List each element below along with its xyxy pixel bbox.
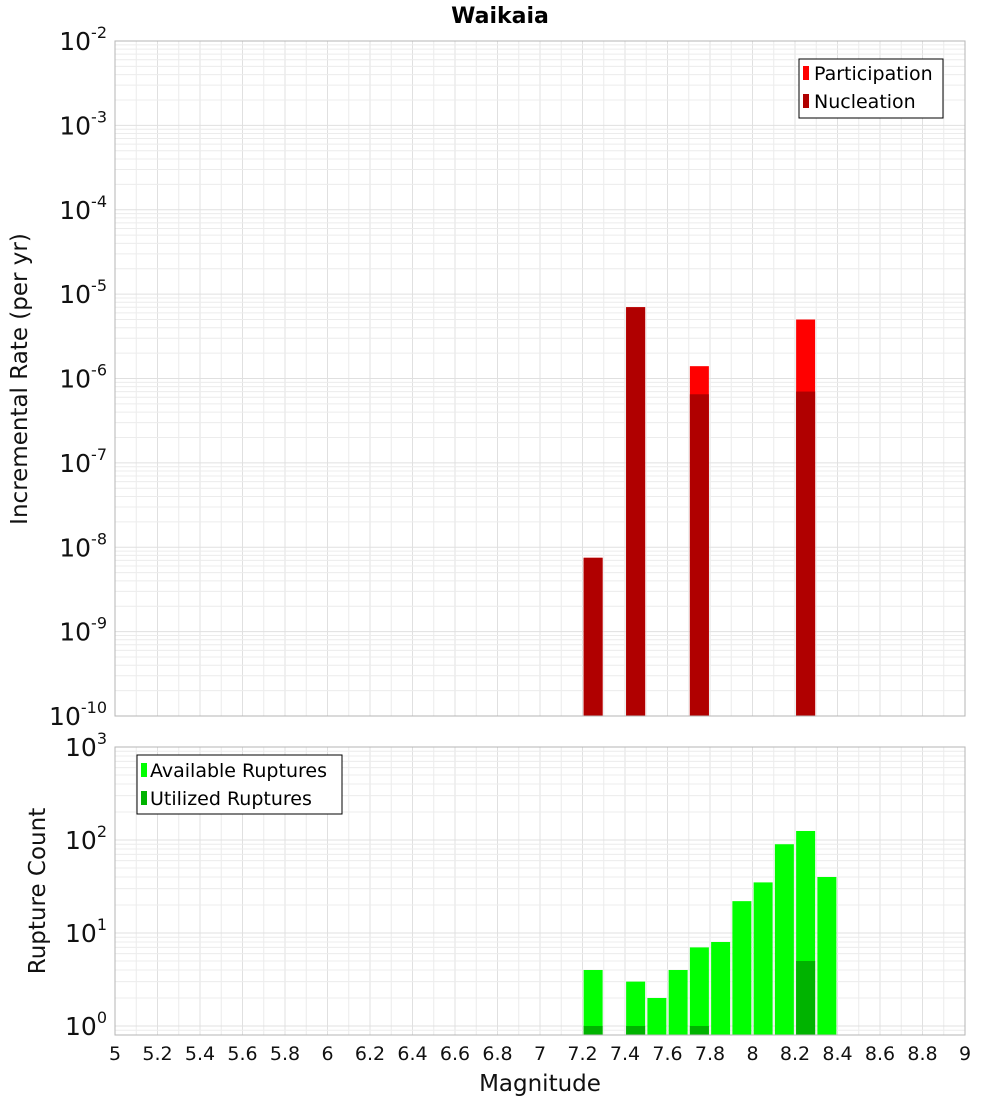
legend-swatch-utilized-ruptures (141, 791, 147, 805)
count-bar-available-ruptures (626, 981, 646, 1035)
count-y-tick-label: 100 (65, 1008, 107, 1041)
count-y-tick-label: 102 (65, 822, 107, 855)
count-bar-available-ruptures (774, 844, 794, 1035)
x-tick-label: 7.2 (567, 1043, 597, 1065)
count-bar-available-ruptures (711, 942, 731, 1035)
legend-swatch-nucleation (803, 94, 809, 108)
count-legend: Available Ruptures Utilized Ruptures (136, 754, 343, 815)
x-tick-label: 6.2 (355, 1043, 385, 1065)
count-bar-utilized-ruptures (689, 1025, 709, 1035)
x-tick-label: 7.6 (652, 1043, 682, 1065)
x-tick-label: 7.4 (610, 1043, 640, 1065)
legend-label-available-ruptures: Available Ruptures (150, 760, 327, 782)
rate-panel-grid (114, 41, 966, 717)
rate-legend: Participation Nucleation (798, 58, 944, 119)
count-bar-available-ruptures (732, 901, 752, 1035)
x-tick-label: 7.8 (695, 1043, 725, 1065)
x-tick-label: 6 (321, 1043, 333, 1065)
rate-bar-nucleation (796, 391, 816, 716)
chart-title: Waikaia (451, 4, 549, 29)
legend-label-nucleation: Nucleation (814, 91, 916, 113)
count-y-tick-labels: 103 102 101 100 (65, 729, 107, 1041)
rate-bar-nucleation (689, 394, 709, 716)
count-bar-available-ruptures (689, 947, 709, 1035)
rate-y-axis-label: Incremental Rate (per yr) (7, 233, 33, 525)
x-tick-label: 6.6 (440, 1043, 470, 1065)
x-tick-label: 5.2 (142, 1043, 172, 1065)
x-tick-label: 5.4 (185, 1043, 215, 1065)
count-y-tick-label: 103 (65, 729, 107, 762)
rate-y-tick-label: 10-10 (49, 698, 107, 731)
legend-label-utilized-ruptures: Utilized Ruptures (150, 788, 312, 810)
rate-legend-box (798, 58, 944, 119)
rate-y-tick-label: 10-5 (59, 276, 107, 309)
rate-panel: 10-2 10-3 10-4 10-5 10-6 10-7 10-8 10-9 10-10 In… (7, 23, 966, 731)
count-bar-utilized-ruptures (796, 960, 816, 1035)
x-tick-label: 5.6 (227, 1043, 257, 1065)
legend-swatch-available-ruptures (141, 763, 147, 777)
x-tick-label: 6.4 (397, 1043, 427, 1065)
x-tick-label: 8.8 (907, 1043, 937, 1065)
magnitude-tick-labels: 5 5.2 5.4 5.6 5.8 6 6.2 6.4 6.6 6.8 7 7.2 7.4 7.6 7.8 8… (109, 1043, 971, 1065)
rate-bar-nucleation (626, 307, 646, 716)
x-tick-label: 8.4 (822, 1043, 852, 1065)
count-bar-utilized-ruptures (626, 1025, 646, 1035)
count-y-axis-label: Rupture Count (25, 808, 51, 974)
count-panel-bars (583, 830, 837, 1035)
count-bar-available-ruptures (647, 997, 667, 1035)
count-y-tick-label: 101 (65, 915, 107, 948)
count-bar-available-ruptures (753, 882, 773, 1035)
count-legend-box (136, 754, 343, 815)
rate-y-tick-labels: 10-2 10-3 10-4 10-5 10-6 10-7 10-8 10-9 10-10 (49, 23, 107, 731)
rate-y-tick-label: 10-7 (59, 445, 107, 478)
x-tick-label: 8.2 (780, 1043, 810, 1065)
rate-y-tick-label: 10-8 (59, 529, 107, 562)
x-tick-label: 6.8 (482, 1043, 512, 1065)
count-bar-utilized-ruptures (583, 1025, 603, 1035)
x-tick-label: 7 (534, 1043, 546, 1065)
count-bar-available-ruptures (817, 877, 837, 1035)
rate-y-tick-label: 10-4 (59, 192, 107, 225)
rate-panel-bars (583, 307, 816, 716)
count-bar-available-ruptures (583, 969, 603, 1035)
count-panel: 103 102 101 100 5 5.2 5.4 5.6 5.8 6 6.2 6.4 6.6 6.8 7… (25, 729, 971, 1097)
count-bar-available-ruptures (668, 969, 688, 1035)
count-panel-frame (114, 746, 966, 1036)
x-axis-label: Magnitude (479, 1071, 601, 1097)
x-tick-label: 8.6 (865, 1043, 895, 1065)
rate-y-tick-label: 10-6 (59, 361, 107, 394)
legend-swatch-participation (803, 66, 809, 80)
x-tick-label: 9 (959, 1043, 971, 1065)
legend-label-participation: Participation (814, 63, 933, 85)
rate-y-tick-label: 10-2 (59, 23, 107, 56)
x-tick-label: 8 (746, 1043, 758, 1065)
rate-panel-frame (114, 40, 966, 717)
rate-y-tick-label: 10-3 (59, 107, 107, 140)
rate-bar-nucleation (583, 557, 603, 716)
rate-y-tick-label: 10-9 (59, 614, 107, 647)
x-tick-label: 5.8 (270, 1043, 300, 1065)
x-tick-label: 5 (109, 1043, 121, 1065)
